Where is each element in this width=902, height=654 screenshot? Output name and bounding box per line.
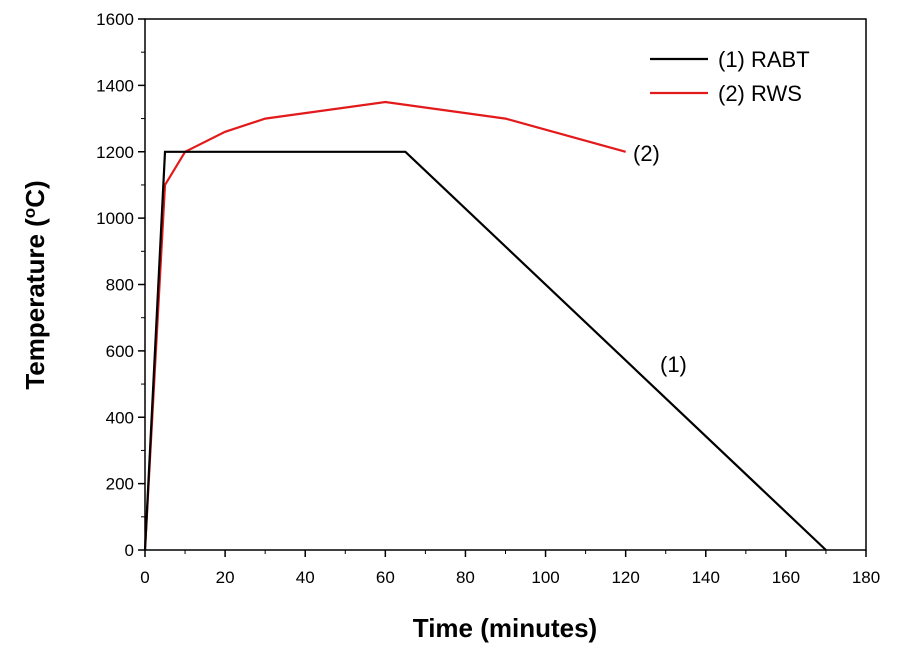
x-tick-label: 0 xyxy=(140,568,149,587)
x-tick-label: 160 xyxy=(772,568,800,587)
series-annotation: (2) xyxy=(633,141,660,166)
series-lines xyxy=(143,100,827,551)
y-axis-ticks: 0 200 400 600 800 1000 1200 1400 1600 xyxy=(96,10,145,560)
x-tick-label: 120 xyxy=(611,568,639,587)
x-tick-label: 60 xyxy=(376,568,395,587)
y-tick-label: 1000 xyxy=(96,209,134,228)
x-tick-label: 20 xyxy=(216,568,235,587)
x-tick-label: 140 xyxy=(692,568,720,587)
legend-label: (1) RABT xyxy=(718,47,810,72)
y-tick-label: 1600 xyxy=(96,10,134,29)
legend-label: (2) RWS xyxy=(718,81,802,106)
series-annotation: (1) xyxy=(660,352,687,377)
y-tick-label: 800 xyxy=(106,276,134,295)
annotations: (1) (2) xyxy=(633,141,687,377)
y-axis-title: Temperature (oC) xyxy=(20,180,50,389)
y-tick-label: 200 xyxy=(106,475,134,494)
y-tick-label: 1200 xyxy=(96,143,134,162)
legend: (1) RABT (2) RWS xyxy=(650,47,810,106)
y-axis-title-main: Temperature ( xyxy=(20,218,50,390)
y-tick-label: 0 xyxy=(125,541,134,560)
series-line xyxy=(143,150,827,551)
x-axis-ticks: 0 20 40 60 80 100 120 140 160 180 xyxy=(140,550,880,587)
x-tick-label: 40 xyxy=(296,568,315,587)
y-tick-label: 1400 xyxy=(96,76,134,95)
x-axis-title: Time (minutes) xyxy=(413,613,597,643)
y-axis-title-end: C) xyxy=(20,180,50,207)
y-tick-label: 400 xyxy=(106,408,134,427)
series-line xyxy=(143,100,626,551)
x-tick-label: 100 xyxy=(531,568,559,587)
y-tick-label: 600 xyxy=(106,342,134,361)
x-tick-label: 180 xyxy=(852,568,880,587)
x-tick-label: 80 xyxy=(456,568,475,587)
y-axis-title-superscript: o xyxy=(20,208,39,218)
